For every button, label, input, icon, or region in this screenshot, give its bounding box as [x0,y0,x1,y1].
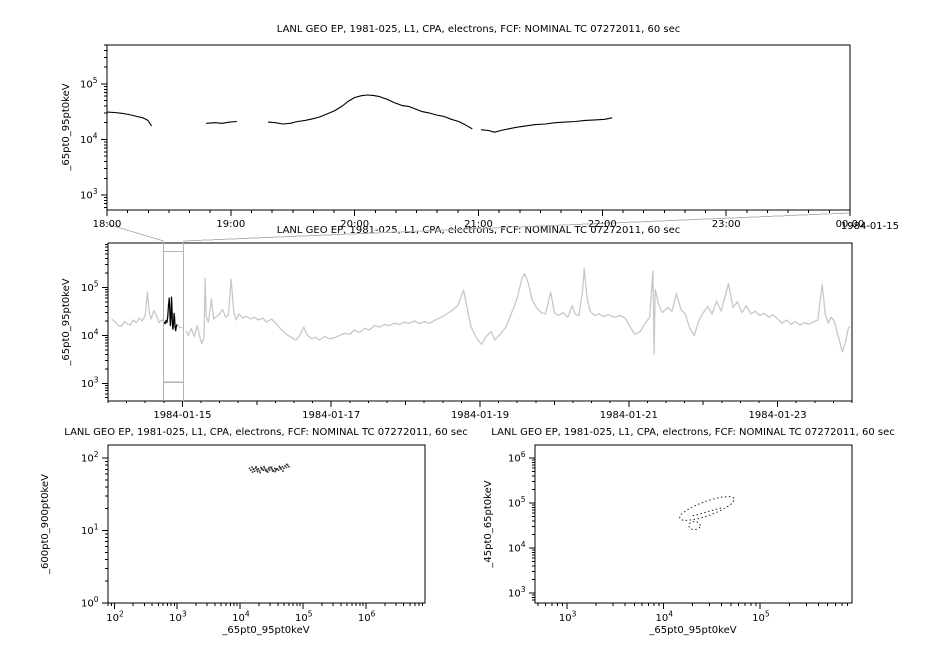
svg-text:104: 104 [656,610,674,625]
svg-text:105: 105 [81,280,99,295]
svg-text:102: 102 [81,450,99,465]
scatter-right-x-axis-label: _65pt0_95pt0keV [649,625,737,636]
svg-text:18:00: 18:00 [93,219,122,230]
overview-time-series-panel[interactable]: 1984-01-15 1984-01-17 1984-01-19 1984-01-21… [81,242,853,421]
svg-text:105: 105 [295,610,313,625]
svg-text:105: 105 [508,495,526,510]
svg-text:105: 105 [80,76,98,91]
svg-text:104: 104 [81,327,99,342]
svg-text:104: 104 [508,540,526,555]
svg-text:104: 104 [232,610,250,625]
svg-text:1984-01-15: 1984-01-15 [153,410,211,421]
svg-text:20:00: 20:00 [340,219,369,230]
svg-text:1984-01-17: 1984-01-17 [302,410,360,421]
svg-text:101: 101 [81,523,99,538]
top-panel-title: LANL GEO EP, 1981-025, L1, CPA, electron… [276,24,681,35]
svg-text:100: 100 [81,595,99,610]
svg-text:103: 103 [81,375,99,390]
scatter-panel-45-65kev[interactable]: 103 104 105 103 104 105 106 [508,444,853,625]
top-time-series-panel[interactable]: 18:00 19:00 20:00 21:00 22:00 23:00 00:00 103 10… [80,44,865,230]
svg-text:00:00: 00:00 [836,219,865,230]
svg-text:103: 103 [559,610,577,625]
scatter-panel-600-900kev[interactable]: 102 103 104 105 106 100 101 102 [81,444,426,625]
scatter-left-x-axis-label: _65pt0_95pt0keV [222,625,310,636]
svg-text:106: 106 [358,610,376,625]
top-x-axis-date-label: 1984-01-15 [840,221,899,232]
overview-panel-title: LANL GEO EP, 1981-025, L1, CPA, electron… [276,225,681,236]
svg-text:21:00: 21:00 [464,219,493,230]
svg-text:1984-01-23: 1984-01-23 [749,410,807,421]
svg-text:103: 103 [169,610,187,625]
svg-text:102: 102 [106,610,124,625]
svg-text:22:00: 22:00 [588,219,617,230]
zoom-region-connector[interactable] [106,212,851,242]
svg-text:106: 106 [508,450,526,465]
svg-text:104: 104 [80,131,98,146]
svg-text:23:00: 23:00 [712,219,741,230]
svg-text:19:00: 19:00 [216,219,245,230]
svg-text:1984-01-19: 1984-01-19 [451,410,509,421]
svg-text:1984-01-21: 1984-01-21 [600,410,658,421]
scatter-left-title: LANL GEO EP, 1981-025, L1, CPA, electron… [64,427,468,438]
zoom-band[interactable] [162,241,185,401]
svg-text:103: 103 [508,585,526,600]
scatter-right-title: LANL GEO EP, 1981-025, L1, CPA, electron… [491,427,895,438]
svg-text:105: 105 [752,610,770,625]
svg-text:103: 103 [80,187,98,202]
